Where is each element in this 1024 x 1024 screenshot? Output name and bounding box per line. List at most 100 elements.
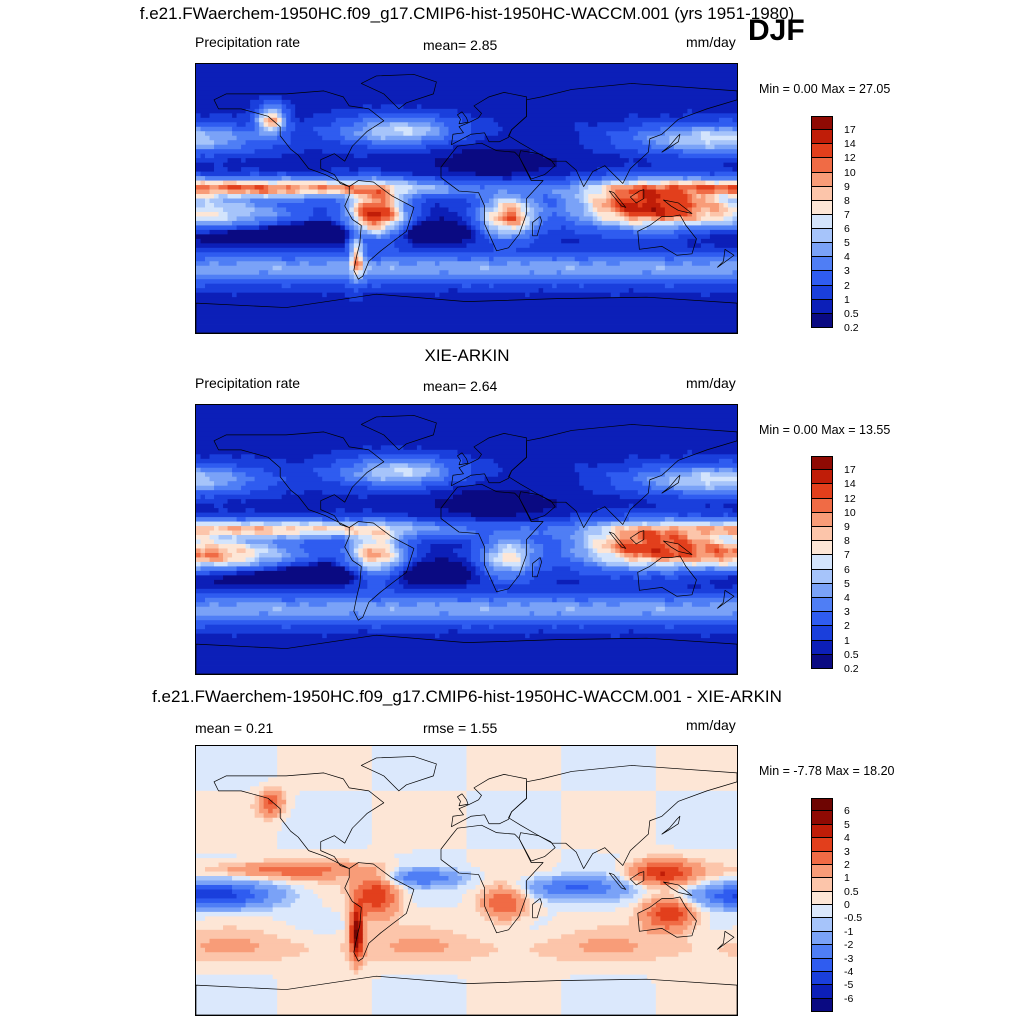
colorbar-tick-label: 5 — [844, 818, 850, 831]
colorbar-swatch — [811, 891, 833, 905]
colorbar-swatch — [811, 243, 833, 258]
coastline-new-zealand — [717, 589, 735, 609]
colorbar-tick-label: 4 — [844, 832, 850, 845]
colorbar-tick-label: 5 — [844, 237, 850, 250]
colorbar-tick-label: -6 — [844, 992, 854, 1005]
colorbar-tick-label: -5 — [844, 979, 854, 992]
coastline-south-america — [344, 180, 415, 280]
coastline-japan — [661, 815, 681, 835]
colorbar-tick-label: 9 — [844, 180, 850, 193]
colorbar-tick-label: 0.2 — [844, 663, 859, 675]
colorbar-swatch — [811, 200, 833, 215]
panel2-map — [195, 404, 738, 675]
colorbar-swatch — [811, 985, 833, 999]
colorbar-tick-label: 1 — [844, 872, 850, 885]
colorbar-swatch — [811, 456, 833, 471]
colorbar-tick-label: 14 — [844, 138, 856, 151]
coastlines — [196, 74, 737, 333]
panel2-map-plot — [196, 405, 737, 674]
coastline-madagascar — [532, 557, 542, 578]
contour-fill — [196, 405, 737, 674]
colorbar-swatch — [811, 971, 833, 986]
contour-fill — [196, 746, 737, 1015]
coastline-antarctica — [196, 293, 737, 333]
panel2-mean-label: mean= 2.64 — [423, 378, 498, 394]
panel3-map-plot — [196, 746, 737, 1015]
panel2-minmax: Min = 0.00 Max = 13.55 — [759, 423, 891, 437]
colorbar-swatch — [811, 484, 833, 499]
coastline-north-america — [213, 90, 385, 187]
coastline-africa — [440, 142, 544, 252]
colorbar-swatch — [811, 838, 833, 852]
colorbar-tick-label: 10 — [844, 166, 856, 179]
colorbar-swatch — [811, 824, 833, 839]
figure-title: f.e21.FWaerchem-1950HC.f09_g17.CMIP6-his… — [139, 4, 795, 23]
colorbar-swatch — [811, 498, 833, 513]
colorbar-tick-label: 7 — [844, 549, 850, 562]
panel2-units-label: mm/day — [686, 375, 736, 391]
panel3-minmax: Min = -7.78 Max = 18.20 — [759, 764, 895, 778]
colorbar-swatch — [811, 811, 833, 825]
panel3-units-label: mm/day — [686, 717, 736, 733]
coastline-europe — [451, 92, 527, 146]
colorbar-tick-label: 9 — [844, 521, 850, 533]
colorbar-swatch — [811, 214, 833, 230]
coastline-asia — [508, 765, 737, 869]
colorbar-tick-label: 3 — [844, 606, 850, 619]
colorbar-swatch — [811, 569, 833, 584]
colorbar-swatch — [811, 945, 833, 959]
colorbar-swatch — [811, 905, 833, 919]
coastline-madagascar — [532, 216, 542, 237]
coastline-arabia — [518, 491, 556, 521]
coastline-borneo — [629, 189, 645, 204]
colorbar-swatch — [811, 271, 833, 286]
colorbar-swatch — [811, 285, 833, 300]
coastline-asia — [508, 424, 737, 528]
coastlines — [196, 415, 737, 674]
coastline-australia — [637, 555, 697, 597]
colorbar-swatch — [811, 512, 833, 527]
colorbar-tick-label: 8 — [844, 194, 850, 207]
colorbar-swatch — [811, 130, 833, 145]
colorbar-tick-label: 2 — [844, 620, 850, 633]
coastline-sumatra — [608, 190, 627, 208]
coastline-antarctica — [196, 634, 737, 674]
colorbar-swatch — [811, 626, 833, 641]
coastline-uk — [457, 452, 469, 466]
colorbar-tick-label: 1 — [844, 293, 850, 306]
panel2-colorbar: 17 14 12 10 9 8 7 6 5 4 3 2 1 0.5 0.2 — [811, 456, 859, 675]
coastline-australia — [637, 214, 697, 256]
colorbar-tick-label: 4 — [844, 251, 850, 264]
colorbar-tick-label: 0.5 — [844, 307, 859, 320]
colorbar-swatch — [811, 470, 833, 485]
colorbar-swatch — [811, 257, 833, 272]
colorbar-swatch — [811, 144, 833, 159]
panel1-map-plot — [196, 64, 737, 333]
panel1-left-label: Precipitation rate — [195, 34, 301, 50]
colorbar-tick-label: 10 — [844, 506, 856, 519]
coastline-new-guinea — [663, 540, 693, 555]
coastline-uk — [457, 793, 469, 807]
colorbar-swatch — [811, 313, 833, 328]
coastline-borneo — [629, 871, 645, 886]
colorbar-tick-label: -2 — [844, 939, 854, 952]
colorbar-tick-label: 6 — [844, 223, 850, 236]
colorbar-swatch — [811, 958, 833, 972]
coastline-greenland — [360, 756, 437, 792]
panel2-left-label: Precipitation rate — [195, 375, 301, 391]
coastline-new-zealand — [717, 248, 735, 268]
coastline-antarctica — [196, 975, 737, 1015]
coastline-japan — [661, 133, 681, 153]
colorbar-swatch — [811, 229, 833, 244]
panel1-units-label: mm/day — [686, 34, 736, 50]
colorbar-tick-label: 12 — [844, 492, 856, 505]
colorbar-tick-label: 3 — [844, 265, 850, 278]
panel3-colorbar: 6 5 4 3 2 1 0.5 0 -0.5 -1 -2 -3 -4 -5 -6 — [811, 798, 862, 1012]
coastline-sumatra — [608, 531, 627, 549]
coastline-uk — [457, 111, 469, 125]
colorbar-tick-label: 0 — [844, 899, 850, 911]
coastline-arabia — [518, 150, 556, 180]
colorbar-swatch — [811, 612, 833, 627]
colorbar-swatch — [811, 654, 833, 669]
